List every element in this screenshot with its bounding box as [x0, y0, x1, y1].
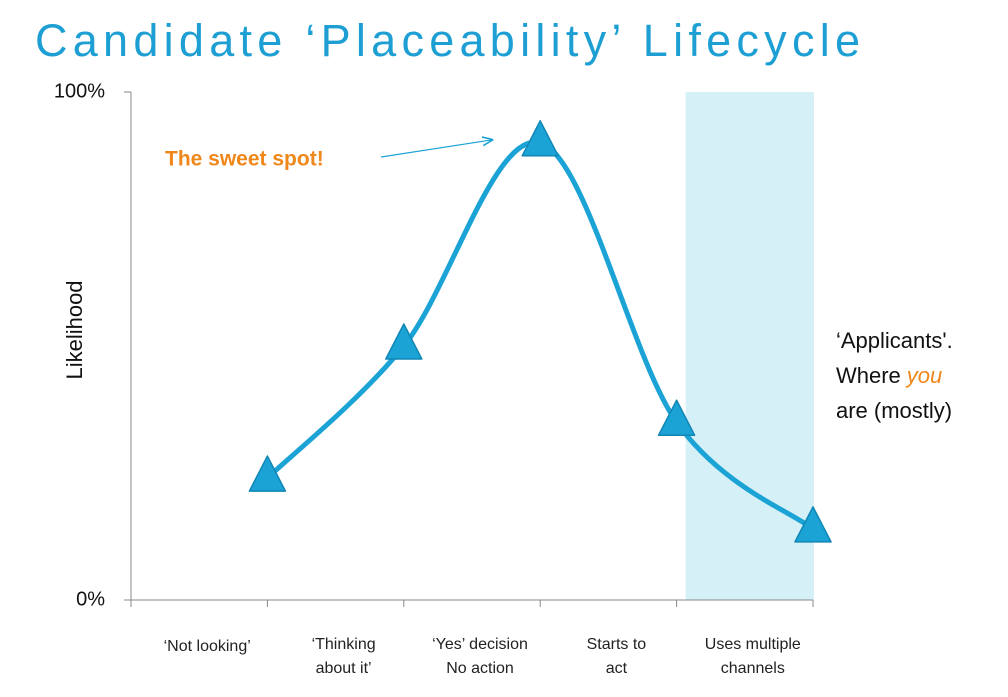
note-line: ‘Applicants'.	[836, 328, 953, 353]
chart-title: Candidate ‘Placeability’ Lifecycle	[35, 15, 860, 66]
x-tick-label: ‘Yes’ decision	[432, 636, 528, 653]
note-text: Where	[836, 363, 901, 388]
x-tick-label: ‘Thinking	[312, 636, 376, 653]
x-tick-label: act	[606, 660, 628, 677]
y-tick-label: 100%	[54, 80, 105, 102]
y-tick-label: 0%	[76, 588, 105, 610]
note-line: Where you	[836, 363, 942, 388]
x-tick-label: channels	[721, 660, 785, 677]
x-tick-label: Starts to	[587, 636, 647, 653]
highlight-band	[685, 92, 814, 600]
x-tick-label: Uses multiple	[705, 636, 801, 653]
marker	[794, 506, 832, 543]
marker	[521, 120, 559, 157]
marker	[248, 455, 287, 492]
marker	[657, 399, 696, 436]
x-tick-label: ‘Not looking’	[164, 638, 251, 655]
callout-arrow	[380, 140, 492, 158]
x-tick-label: about it’	[316, 660, 372, 677]
y-axis-label: Likelihood	[62, 280, 87, 379]
note-emphasis: you	[905, 363, 942, 388]
note-line: are (mostly)	[836, 398, 952, 423]
side-note: ‘Applicants'. Where you are (mostly)	[836, 328, 953, 423]
callout-text: The sweet spot!	[165, 148, 324, 171]
x-tick-label: No action	[446, 660, 514, 677]
marker	[385, 323, 423, 360]
